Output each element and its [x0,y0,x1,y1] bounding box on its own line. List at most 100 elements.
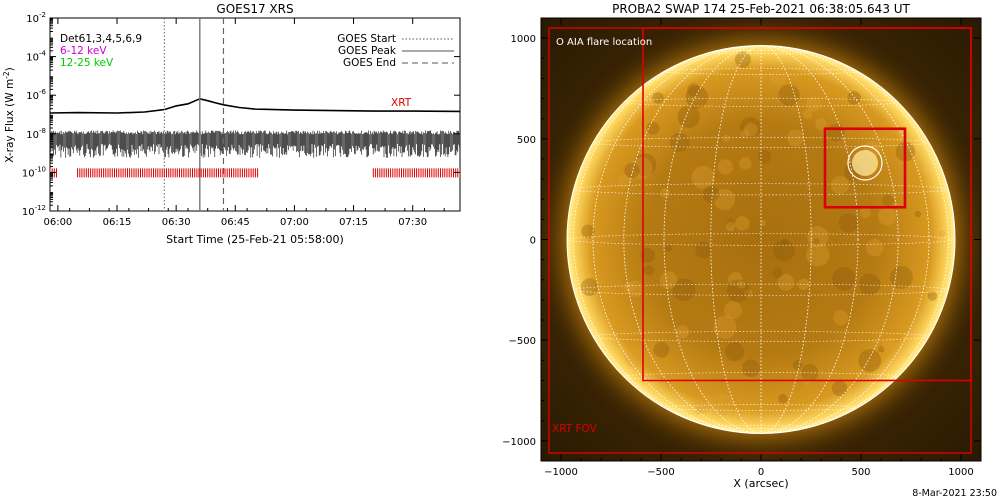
disk-feature [722,134,731,142]
disk-feature [757,149,772,164]
y-tick-label: 10-10 [22,165,46,179]
disk-feature [685,85,709,109]
disk-feature [624,162,640,179]
xrt-fov-label: XRT FOV [552,423,598,435]
disk-feature [691,166,715,190]
disk-feature [726,219,734,227]
y-tick-base: 10 [26,53,39,64]
longitude-line [663,45,859,434]
swap-image [541,18,981,461]
disk-feature [914,210,922,218]
y-tick-exp: -12 [35,204,46,212]
disk-feature [890,266,913,289]
disk-feature [830,176,850,195]
swap-image-chart: PROBA2 SWAP 174 25-Feb-2021 06:38:05.643… [502,2,997,499]
disk-feature [831,380,848,397]
swap-xlabel: X (arcsec) [733,477,788,490]
disk-feature [744,122,758,137]
y-tick-label: 10-6 [26,88,46,102]
y-tick-label: 10-12 [22,204,46,218]
y-tick-label: 1000 [511,34,536,45]
aia-flare-circle [847,145,883,181]
disk-feature [702,185,720,203]
disk-feature [724,301,742,320]
disk-feature [734,51,752,68]
disk-feature [878,345,885,353]
disk-feature [769,68,787,86]
x-tick-label: 06:15 [103,217,132,228]
disk-feature [725,221,736,232]
y-tick-label: 10-4 [26,50,46,64]
y-tick-exp: -2 [39,11,46,19]
disk-feature [659,271,678,289]
flare-brightening [852,149,878,176]
disk-feature [726,279,750,303]
disk-feature [713,315,737,339]
disk-feature [739,117,762,139]
solar-disk [567,45,955,434]
disk-feature [626,280,644,298]
disk-feature [778,393,788,404]
goes-ylabel-exp: -2 [2,71,11,79]
legend-goes-start-label: GOES Start [337,33,396,45]
disk-feature [646,121,660,135]
disk-feature [624,346,646,368]
disk-feature [858,349,882,372]
plot-timestamp: 8-Mar-2021 23:50 [912,488,997,499]
disk-feature [815,118,827,130]
longitude-line [623,45,899,434]
disk-feature [833,310,849,326]
disk-feature [652,92,664,104]
disk-feature [777,273,795,291]
goes-xrs-chart: GOES17 XRS 10-1210-1010-810-610-410-206:… [2,2,461,246]
disk-feature [735,216,750,231]
disk-feature [687,83,701,97]
longitude-line [710,45,812,434]
y-tick-base: 10 [22,207,35,218]
disk-feature [801,363,819,382]
x-tick-label: 500 [851,467,870,478]
x-tick-label: 1000 [948,467,973,478]
disk-feature [640,248,656,263]
disk-feature [807,225,829,248]
disk-feature [792,359,803,370]
xrt-label: XRT [391,97,412,109]
xrt-interval-1 [77,168,259,178]
disk-feature [805,96,822,112]
disk-feature [664,243,673,252]
y-tick-label: 10-2 [26,11,46,25]
aia-flare-legend: O AIA flare location [556,37,652,48]
disk-feature [882,337,898,354]
goes-ylabel-close: ) [4,67,16,71]
y-tick-exp: -6 [39,88,47,96]
x-tick-label: 0 [758,467,764,478]
xrt-fov-medium [642,27,972,382]
y-tick-label: −500 [509,336,536,347]
disk-feature [781,238,789,245]
disk-feature [812,238,820,246]
disk-feature [709,392,733,416]
disk-feature [630,157,653,180]
disk-feature [739,157,752,170]
disk-feature [759,219,766,227]
disk-feature [713,188,736,211]
disk-feature [742,359,761,378]
disk-feature [806,243,830,267]
y-tick-label: 10-8 [26,127,46,141]
swap-axes: −1000 −500 0 500 1000 −1000 −500 0 500 1000 [502,17,982,478]
disk-feature [616,174,632,189]
xrt-fov-small [823,127,907,209]
goes-marks [50,18,460,211]
longitude-line [573,45,949,434]
y-tick-base: 10 [26,91,39,102]
disk-feature [580,278,599,296]
disk-feature [802,109,813,119]
y-tick-exp: -10 [35,165,46,173]
x-tick-label: 06:00 [43,217,72,228]
x-tick-label: −500 [647,467,674,478]
y-tick-exp: -8 [39,127,46,135]
x-tick-label: 07:15 [339,217,368,228]
y-tick-base: 10 [26,14,39,25]
disk-feature [660,188,671,198]
